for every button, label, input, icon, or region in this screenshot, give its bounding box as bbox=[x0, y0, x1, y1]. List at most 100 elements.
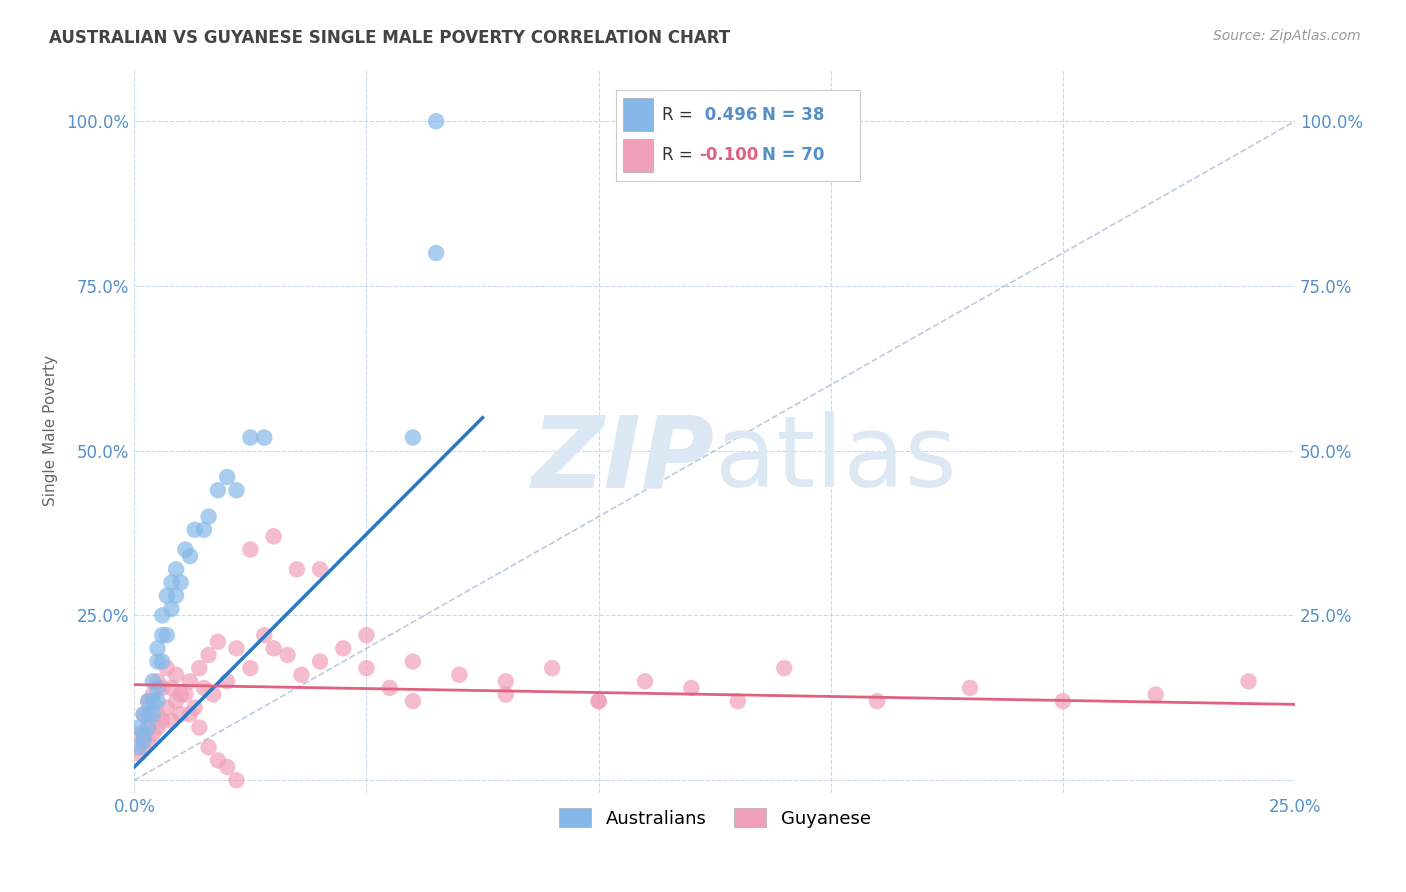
Point bbox=[263, 641, 285, 656]
Point bbox=[285, 562, 308, 576]
Point bbox=[132, 727, 155, 741]
Point bbox=[309, 655, 332, 669]
Point bbox=[188, 661, 211, 675]
Point bbox=[146, 694, 169, 708]
Point bbox=[128, 740, 150, 755]
Point bbox=[277, 648, 299, 662]
Point bbox=[170, 575, 193, 590]
Point bbox=[197, 740, 219, 755]
Point bbox=[193, 681, 215, 695]
Point bbox=[132, 733, 155, 747]
Point bbox=[128, 721, 150, 735]
Point bbox=[207, 753, 229, 767]
Point bbox=[136, 721, 159, 735]
Point bbox=[160, 714, 183, 728]
Text: ZIP: ZIP bbox=[531, 411, 714, 508]
Point bbox=[309, 562, 332, 576]
Point bbox=[239, 542, 262, 557]
Point bbox=[128, 747, 150, 761]
Point bbox=[132, 707, 155, 722]
Text: AUSTRALIAN VS GUYANESE SINGLE MALE POVERTY CORRELATION CHART: AUSTRALIAN VS GUYANESE SINGLE MALE POVER… bbox=[49, 29, 730, 46]
Point bbox=[197, 648, 219, 662]
Point bbox=[402, 694, 425, 708]
Point bbox=[136, 721, 159, 735]
Point bbox=[183, 700, 205, 714]
Y-axis label: Single Male Poverty: Single Male Poverty bbox=[44, 355, 58, 507]
Point bbox=[588, 694, 610, 708]
Point bbox=[541, 661, 564, 675]
Point bbox=[142, 694, 165, 708]
Point bbox=[253, 430, 276, 444]
Point bbox=[634, 674, 657, 689]
Point bbox=[959, 681, 981, 695]
Point bbox=[160, 575, 183, 590]
Point bbox=[165, 667, 187, 681]
Point bbox=[773, 661, 796, 675]
Point bbox=[146, 655, 169, 669]
Point bbox=[239, 661, 262, 675]
Point bbox=[156, 661, 179, 675]
Point bbox=[156, 628, 179, 642]
Point bbox=[136, 733, 159, 747]
Point bbox=[128, 727, 150, 741]
Point bbox=[197, 509, 219, 524]
Point bbox=[146, 641, 169, 656]
Point bbox=[253, 628, 276, 642]
Point bbox=[136, 694, 159, 708]
Point bbox=[207, 483, 229, 498]
Point bbox=[150, 714, 173, 728]
Point bbox=[174, 688, 197, 702]
Point bbox=[202, 688, 225, 702]
Point bbox=[217, 760, 239, 774]
Point bbox=[495, 674, 517, 689]
Point bbox=[150, 681, 173, 695]
Point bbox=[146, 674, 169, 689]
Point bbox=[170, 688, 193, 702]
Point bbox=[1144, 688, 1167, 702]
Point bbox=[179, 549, 201, 563]
Point bbox=[263, 529, 285, 543]
Point bbox=[150, 655, 173, 669]
Point bbox=[146, 681, 169, 695]
Point bbox=[449, 667, 471, 681]
Point bbox=[146, 707, 169, 722]
Point bbox=[183, 523, 205, 537]
Point bbox=[239, 430, 262, 444]
Point bbox=[165, 589, 187, 603]
Point bbox=[495, 688, 517, 702]
Text: atlas: atlas bbox=[714, 411, 956, 508]
Legend: Australians, Guyanese: Australians, Guyanese bbox=[551, 801, 877, 835]
Point bbox=[217, 470, 239, 484]
Point bbox=[170, 707, 193, 722]
Point bbox=[188, 721, 211, 735]
Point bbox=[1237, 674, 1260, 689]
Point bbox=[165, 562, 187, 576]
Point bbox=[142, 707, 165, 722]
Point bbox=[136, 694, 159, 708]
Point bbox=[132, 733, 155, 747]
Point bbox=[160, 681, 183, 695]
Point bbox=[356, 628, 378, 642]
Point bbox=[681, 681, 703, 695]
Point bbox=[402, 430, 425, 444]
Point bbox=[378, 681, 401, 695]
Point bbox=[132, 740, 155, 755]
Text: Source: ZipAtlas.com: Source: ZipAtlas.com bbox=[1213, 29, 1361, 43]
Point bbox=[146, 721, 169, 735]
Point bbox=[425, 246, 447, 260]
Point bbox=[150, 608, 173, 623]
Point bbox=[142, 727, 165, 741]
Point bbox=[179, 707, 201, 722]
Point bbox=[727, 694, 749, 708]
Point bbox=[402, 655, 425, 669]
Point bbox=[174, 542, 197, 557]
Point bbox=[160, 602, 183, 616]
Point bbox=[132, 707, 155, 722]
Point bbox=[1052, 694, 1074, 708]
Point bbox=[290, 667, 312, 681]
Point bbox=[156, 700, 179, 714]
Point bbox=[136, 707, 159, 722]
Point bbox=[425, 114, 447, 128]
Point bbox=[356, 661, 378, 675]
Point bbox=[217, 674, 239, 689]
